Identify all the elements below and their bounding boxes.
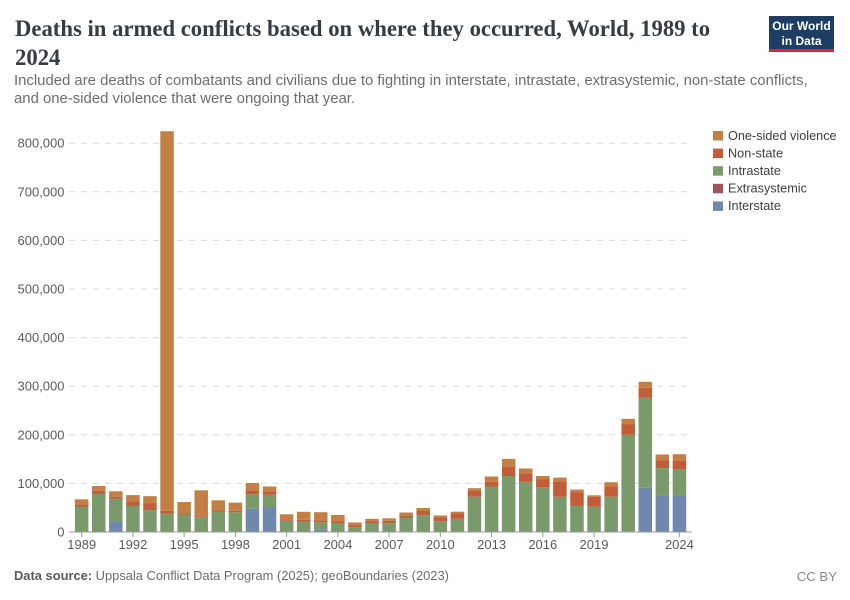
svg-text:2019: 2019 — [580, 537, 609, 552]
svg-text:500,000: 500,000 — [18, 282, 65, 297]
svg-text:2007: 2007 — [375, 537, 404, 552]
svg-text:400,000: 400,000 — [18, 330, 65, 345]
svg-text:Non-state: Non-state — [728, 146, 783, 160]
svg-text:700,000: 700,000 — [18, 184, 65, 199]
svg-text:600,000: 600,000 — [18, 233, 65, 248]
svg-text:200,000: 200,000 — [18, 427, 65, 442]
svg-text:2024: 2024 — [665, 537, 694, 552]
svg-text:0: 0 — [57, 525, 64, 540]
svg-text:800,000: 800,000 — [18, 136, 65, 151]
svg-text:2004: 2004 — [323, 537, 352, 552]
svg-text:100,000: 100,000 — [18, 476, 65, 491]
svg-text:Extrasystemic: Extrasystemic — [728, 182, 808, 196]
svg-text:One-sided violence: One-sided violence — [728, 129, 837, 143]
svg-text:Intrastate: Intrastate — [728, 164, 781, 178]
svg-text:2013: 2013 — [477, 537, 506, 552]
svg-text:Interstate: Interstate — [728, 199, 781, 213]
svg-text:2010: 2010 — [426, 537, 455, 552]
svg-text:2001: 2001 — [272, 537, 301, 552]
svg-text:1989: 1989 — [67, 537, 96, 552]
svg-text:1992: 1992 — [118, 537, 147, 552]
svg-text:2016: 2016 — [528, 537, 557, 552]
svg-text:1998: 1998 — [221, 537, 250, 552]
svg-text:300,000: 300,000 — [18, 379, 65, 394]
svg-text:1995: 1995 — [170, 537, 199, 552]
